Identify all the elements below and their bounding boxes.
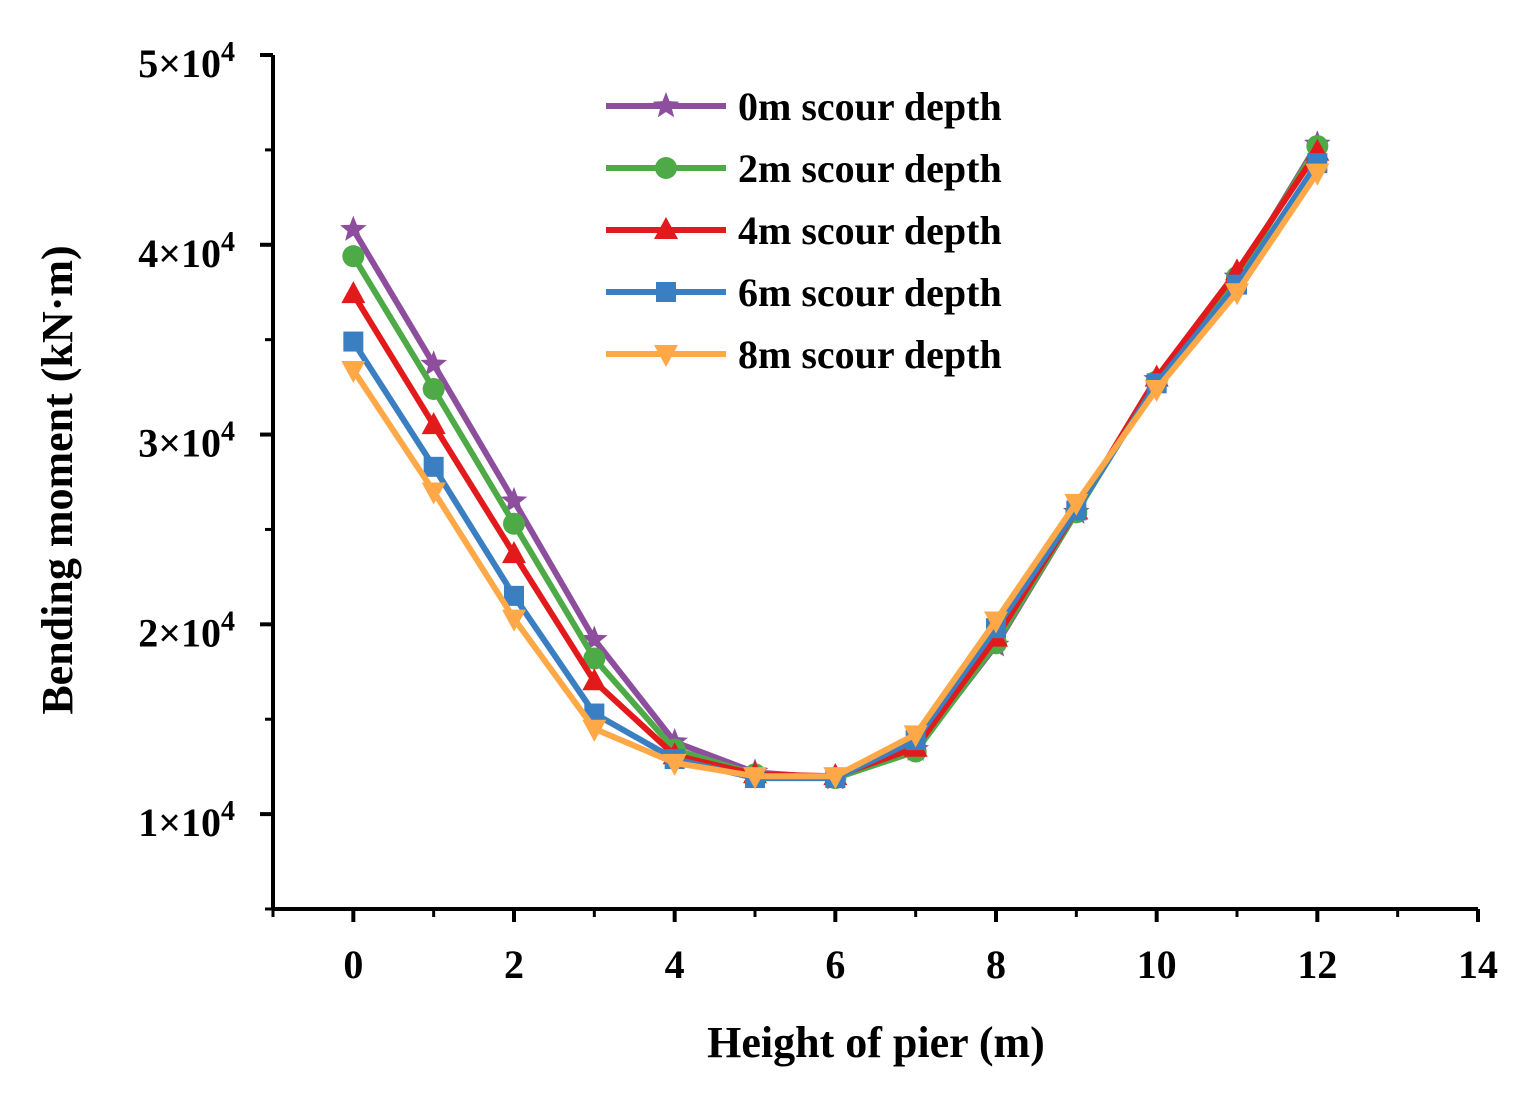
data-point (903, 725, 928, 748)
legend-label: 0m scour depth (738, 84, 1002, 129)
x-tick-label: 14 (1458, 942, 1498, 987)
series-4 (341, 163, 1330, 790)
data-point (341, 281, 366, 304)
y-tick-label: 1×104 (138, 796, 235, 845)
legend-item: 0m scour depth (606, 84, 1002, 129)
y-tick-label: 5×104 (138, 37, 235, 86)
data-point (422, 378, 445, 401)
data-point (503, 512, 525, 535)
legend-marker (654, 345, 678, 367)
x-axis-title: Height of pier (m) (707, 1018, 1045, 1067)
legend-marker (655, 157, 677, 179)
y-axis-title: Bending moment (kN·m) (33, 245, 82, 714)
legend-marker (656, 282, 676, 302)
data-point (423, 456, 444, 477)
data-point (341, 361, 366, 384)
x-tick-label: 12 (1297, 942, 1337, 987)
y-tick-label: 3×104 (138, 417, 235, 466)
legend-item: 8m scour depth (606, 332, 1002, 377)
x-tick-label: 0 (343, 942, 363, 987)
data-point (743, 767, 767, 790)
series-group (340, 130, 1331, 790)
legend-label: 8m scour depth (738, 332, 1002, 377)
data-point (340, 215, 367, 241)
x-tick-label: 6 (825, 942, 845, 987)
data-point (581, 625, 608, 651)
data-point (420, 350, 447, 376)
x-tick-label: 4 (665, 942, 685, 987)
legend-marker (654, 217, 678, 239)
data-point (343, 331, 364, 352)
y-tick-label: 2×104 (138, 606, 235, 655)
legend: 0m scour depth 2m scour depth 4m scour dep… (606, 84, 1002, 377)
legend-label: 2m scour depth (738, 146, 1002, 191)
data-point (582, 668, 607, 691)
data-point (1144, 380, 1169, 403)
data-point (421, 412, 446, 435)
x-tick-label: 10 (1137, 942, 1177, 987)
legend-item: 4m scour depth (606, 208, 1002, 253)
legend-label: 4m scour depth (738, 208, 1002, 253)
data-point (500, 487, 528, 513)
data-point (421, 482, 446, 505)
data-point (1225, 283, 1249, 306)
y-tick-label: 4×104 (138, 227, 235, 276)
x-tick-label: 8 (986, 942, 1006, 987)
legend-item: 6m scour depth (606, 270, 1002, 315)
legend-marker (652, 92, 680, 118)
legend-label: 6m scour depth (738, 270, 1002, 315)
data-point (823, 767, 848, 790)
x-tick-label: 2 (504, 942, 524, 987)
data-point (502, 541, 526, 564)
axes: 0 2 4 6 8 10 12 14 1×104 2×104 3×104 4×104 5×104 (138, 37, 1498, 987)
data-point (984, 611, 1008, 634)
data-point (582, 719, 607, 742)
data-point (1305, 163, 1330, 186)
data-point (502, 609, 526, 632)
data-point (662, 753, 687, 776)
data-point (1064, 493, 1089, 516)
data-point (342, 245, 365, 268)
data-point (504, 585, 524, 606)
data-point (583, 647, 606, 670)
legend-item: 2m scour depth (606, 146, 1002, 191)
